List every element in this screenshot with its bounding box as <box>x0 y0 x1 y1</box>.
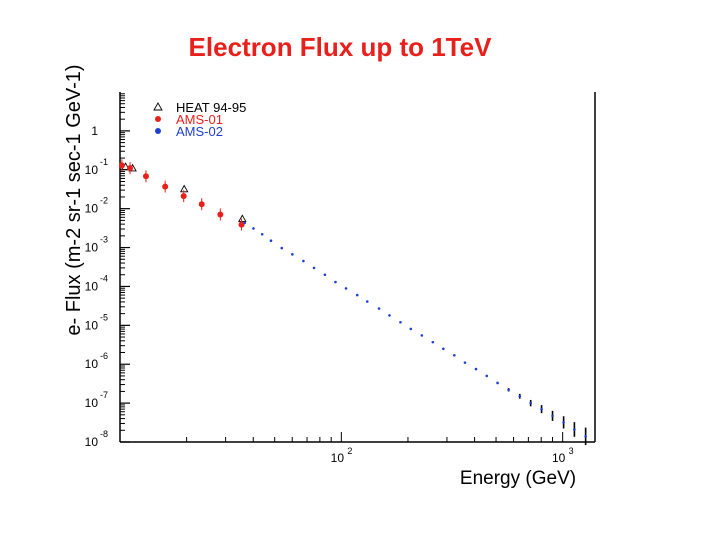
heat-point <box>238 214 247 223</box>
ams02-point <box>584 435 587 438</box>
y-tick-label: 10 <box>85 318 99 332</box>
x-tick-label: 10 <box>331 451 345 465</box>
ams01-point <box>217 211 224 218</box>
y-tick-label: 10 <box>85 396 99 410</box>
ams01-point <box>118 162 125 169</box>
y-tick-exponent: -4 <box>100 273 108 283</box>
ams02-point <box>312 266 316 270</box>
ams02-point <box>496 381 499 385</box>
y-tick-label: 10 <box>85 357 99 371</box>
ams02-point <box>431 340 435 344</box>
ams02-point <box>518 394 522 398</box>
x-tick-exponent: 2 <box>347 446 352 456</box>
ams02-point <box>463 361 467 364</box>
y-axis-ticks: 110-110-210-310-410-510-610-710-8 <box>85 93 130 449</box>
legend-marker-heat <box>153 102 163 111</box>
slide-title: Electron Flux up to 1TeV <box>188 32 492 62</box>
y-tick-label: 10 <box>85 202 99 216</box>
ams02-point <box>540 407 543 411</box>
ams01-point <box>142 173 149 180</box>
y-axis-label: e- Flux (m-2 sr-1 sec-1 GeV-1) <box>63 64 85 335</box>
x-tick-label: 10 <box>552 451 566 465</box>
legend-label: AMS-01 <box>176 112 223 127</box>
legend-marker-ams02 <box>155 128 161 134</box>
ams02-point <box>291 253 294 256</box>
ams02-point <box>507 388 510 392</box>
x-tick-exponent: 3 <box>569 446 574 456</box>
y-tick-exponent: -6 <box>100 351 108 361</box>
ams02-point <box>388 314 391 317</box>
y-tick-label: 10 <box>85 435 99 449</box>
legend-label: HEAT 94-95 <box>176 100 246 115</box>
ams02-point <box>409 327 413 331</box>
ams02-point <box>252 227 255 230</box>
y-tick-exponent: -2 <box>100 196 108 206</box>
y-tick-exponent: -7 <box>100 390 108 400</box>
ams02-point <box>377 307 381 310</box>
y-tick-label: 1 <box>91 124 98 138</box>
y-tick-label: 10 <box>85 241 99 255</box>
ams02-point <box>442 347 445 351</box>
plot-frame <box>119 92 596 443</box>
ams02-point <box>302 259 305 263</box>
ams01-point <box>198 201 205 208</box>
y-tick-label: 10 <box>85 279 99 293</box>
y-tick-exponent: -3 <box>100 235 108 245</box>
ams02-point <box>344 287 348 290</box>
ams01-point <box>162 183 169 190</box>
ams02-point <box>269 239 273 243</box>
ams01-point <box>180 193 187 200</box>
ams02-point <box>420 334 424 337</box>
ams02-point <box>260 232 264 236</box>
ams02-point <box>529 401 532 405</box>
ams02-point <box>573 428 576 431</box>
ams02-point <box>280 246 284 250</box>
data-points <box>118 159 587 446</box>
ams02-point <box>243 221 247 225</box>
ams01-point <box>127 165 134 172</box>
ams01-point <box>238 221 245 228</box>
ams02-point <box>399 320 402 324</box>
ams02-point <box>453 353 456 357</box>
x-axis-ticks: 10 2 10 3 <box>119 432 574 465</box>
x-axis-label: Energy (GeV) <box>460 468 576 489</box>
y-tick-exponent: -5 <box>100 312 108 322</box>
legend-label: AMS-02 <box>176 124 223 139</box>
ams02-point <box>334 280 337 284</box>
y-tick-exponent: -8 <box>100 429 108 439</box>
y-tick-exponent: -1 <box>100 157 108 167</box>
ams02-point <box>562 421 565 424</box>
ams02-point <box>365 300 369 303</box>
ams02-point <box>474 367 478 371</box>
ams02-point <box>323 273 327 277</box>
y-tick-label: 10 <box>85 163 99 177</box>
ams02-point <box>551 414 554 418</box>
ams02-point <box>485 374 489 378</box>
ams02-point <box>355 293 359 297</box>
legend-marker-ams01 <box>155 116 161 122</box>
